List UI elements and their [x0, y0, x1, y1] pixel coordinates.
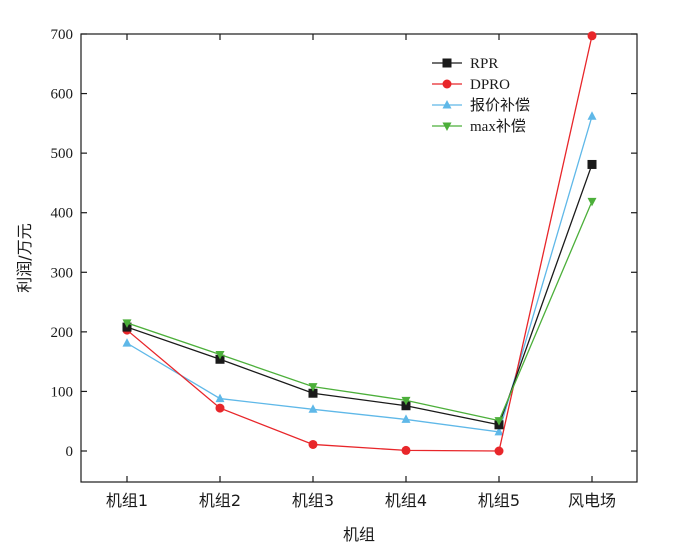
data-point: [308, 383, 318, 392]
series-0: [122, 159, 597, 430]
x-tick-label: 机组2: [199, 491, 241, 510]
plot-frame: [80, 33, 638, 483]
y-axis: 0 100 200 300 400 500 600 700: [51, 27, 637, 460]
y-tick-label: 700: [51, 27, 74, 43]
legend-label: RPR: [470, 56, 498, 72]
series-1: [122, 31, 597, 456]
legend-item: 报价补偿: [432, 97, 530, 114]
data-point: [494, 446, 504, 456]
data-point: [308, 404, 318, 413]
data-point: [308, 388, 318, 398]
legend-marker: [442, 100, 452, 109]
data-point: [401, 401, 411, 411]
legend-marker: [442, 122, 452, 131]
legend-label: 报价补偿: [470, 97, 530, 114]
x-axis-title: 机组: [343, 525, 375, 544]
y-axis-title: 利润/万元: [15, 223, 34, 292]
plot-frame-group: [80, 33, 638, 483]
data-point: [122, 319, 132, 328]
x-tick-label: 风电场: [568, 491, 616, 510]
series-3: [122, 197, 597, 426]
data-point: [587, 197, 597, 207]
data-point: [122, 338, 132, 347]
series-line: [126, 164, 593, 426]
data-point: [587, 159, 597, 169]
data-point: [215, 393, 225, 403]
y-tick-label: 600: [51, 87, 74, 103]
legend-item: DPRO: [432, 77, 510, 93]
data-point: [587, 31, 597, 41]
y-tick-label: 200: [51, 325, 74, 341]
legend-marker: [442, 79, 452, 89]
data-point: [494, 426, 504, 436]
data-point: [215, 350, 225, 360]
x-tick-label: 机组4: [385, 491, 427, 510]
y-tick-label: 400: [51, 206, 74, 222]
data-point: [401, 445, 411, 455]
series-line: [126, 116, 593, 433]
data-point: [401, 414, 411, 423]
x-tick-label: 机组3: [292, 491, 334, 510]
y-tick-label: 300: [51, 265, 74, 281]
data-point: [494, 417, 504, 426]
legend: RPR DPRO 报价补偿 max补偿: [432, 56, 530, 135]
y-tick-label: 100: [51, 384, 74, 400]
series-line: [126, 201, 593, 422]
x-tick-label: 机组1: [106, 491, 148, 510]
legend-item: max补偿: [432, 118, 526, 135]
data-point: [587, 111, 597, 120]
series-layer: [122, 31, 597, 456]
y-tick-label: 500: [51, 146, 74, 162]
data-point: [308, 439, 318, 449]
x-tick-label: 机组5: [478, 491, 520, 510]
legend-label: DPRO: [470, 77, 510, 93]
legend-marker: [442, 58, 452, 68]
legend-item: RPR: [432, 56, 498, 72]
y-tick-label: 0: [66, 444, 74, 460]
data-point: [215, 403, 225, 413]
legend-label: max补偿: [470, 118, 526, 135]
data-point: [401, 396, 411, 406]
x-axis: 机组1 机组2 机组3 机组4 机组5 风电场: [106, 34, 616, 510]
